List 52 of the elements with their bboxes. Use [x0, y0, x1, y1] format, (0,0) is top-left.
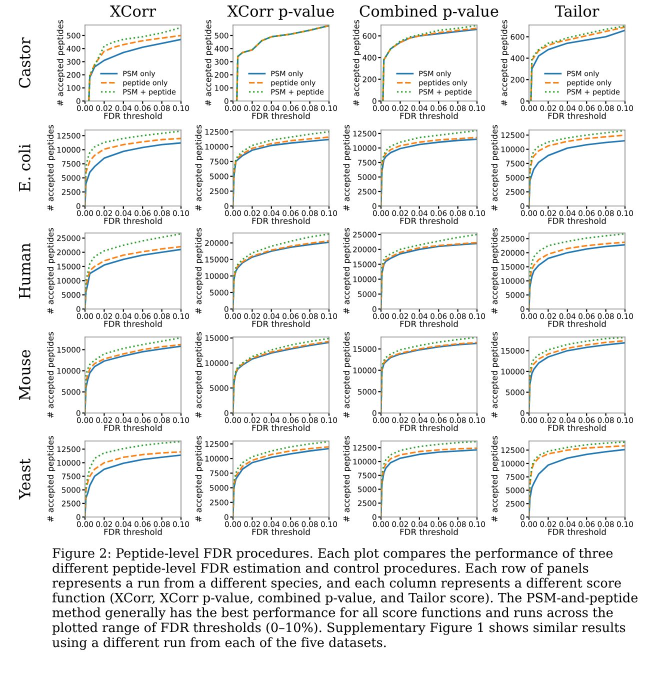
- chart-title: Combined p-value: [360, 5, 498, 20]
- chart-title: Tailor: [554, 5, 600, 17]
- x-axis-title: FDR threshold: [400, 112, 458, 120]
- x-axis-title: FDR threshold: [400, 528, 458, 536]
- y-axis-title: # accepted peptides: [491, 125, 500, 211]
- x-axis-title: FDR threshold: [252, 424, 310, 432]
- y-axis-title: # accepted peptides: [195, 436, 204, 522]
- x-axis-title: FDR threshold: [252, 528, 310, 536]
- y-axis-title: # accepted peptides: [491, 228, 500, 314]
- text: Yeast: [19, 458, 30, 500]
- x-axis-title: FDR threshold: [400, 218, 458, 224]
- y-axis-title: # accepted peptides: [47, 332, 56, 418]
- x-axis-title: FDR threshold: [548, 218, 606, 224]
- text: Mouse: [19, 350, 30, 400]
- x-axis-title: FDR threshold: [548, 320, 606, 328]
- y-axis-title: # accepted peptides: [491, 436, 500, 522]
- y-axis-title: # accepted peptides: [343, 125, 352, 211]
- text: Castor: [18, 37, 30, 88]
- line-series: [236, 25, 329, 101]
- caption: Figure 2: Peptide-level FDR procedures. Each plot compares the performance of three different peptide-level FDR estimation and control procedures. Each row of panels represents a run from a different species, and each column represents a different score function (XCorr, XCorr p-value, combined p-value, and Tailor score). The PSM-and-peptide method generally has the best performance for all score functions and runs across the plotted range of FDR thresholds (0–10%). Supplementary Figure 1 shows similar results using a different run from each of the five datasets.: [52, 548, 638, 650]
- y-axis-title: # accepted peptides: [47, 436, 56, 522]
- x-axis-title: FDR threshold: [104, 424, 162, 432]
- y-axis-title: # accepted peptides: [204, 20, 213, 106]
- x-axis-title: FDR threshold: [252, 320, 310, 328]
- x-axis-title: FDR threshold: [548, 112, 606, 120]
- x-axis-title: FDR threshold: [104, 112, 162, 120]
- y-axis-title: # accepted peptides: [343, 436, 352, 522]
- y-axis-title: # accepted peptides: [352, 20, 361, 106]
- x-axis-title: FDR threshold: [104, 320, 162, 328]
- x-axis-title: FDR threshold: [400, 320, 458, 328]
- y-axis-title: # accepted peptides: [343, 228, 352, 314]
- x-axis-title: FDR threshold: [104, 528, 162, 536]
- text: E. coli: [18, 144, 30, 192]
- x-axis-title: FDR threshold: [400, 424, 458, 432]
- y-axis-title: # accepted peptides: [195, 332, 204, 418]
- y-axis-title: # accepted peptides: [56, 20, 65, 106]
- chart-title: XCorr: [110, 5, 156, 17]
- x-axis-title: FDR threshold: [252, 112, 310, 120]
- x-axis-title: FDR threshold: [104, 218, 162, 224]
- y-axis-title: # accepted peptides: [47, 228, 56, 314]
- y-axis-title: # accepted peptides: [500, 20, 509, 106]
- x-axis-title: FDR threshold: [548, 424, 606, 432]
- line-series: [85, 233, 181, 309]
- y-axis-title: # accepted peptides: [195, 125, 204, 211]
- text: Human: [19, 243, 30, 298]
- x-axis-title: FDR threshold: [548, 528, 606, 536]
- y-axis-title: # accepted peptides: [47, 125, 56, 211]
- y-axis-title: # accepted peptides: [343, 332, 352, 418]
- x-axis-title: FDR threshold: [252, 218, 310, 224]
- y-axis-title: # accepted peptides: [195, 228, 204, 314]
- chart-title: XCorr p-value: [227, 5, 334, 20]
- y-axis-title: # accepted peptides: [491, 332, 500, 418]
